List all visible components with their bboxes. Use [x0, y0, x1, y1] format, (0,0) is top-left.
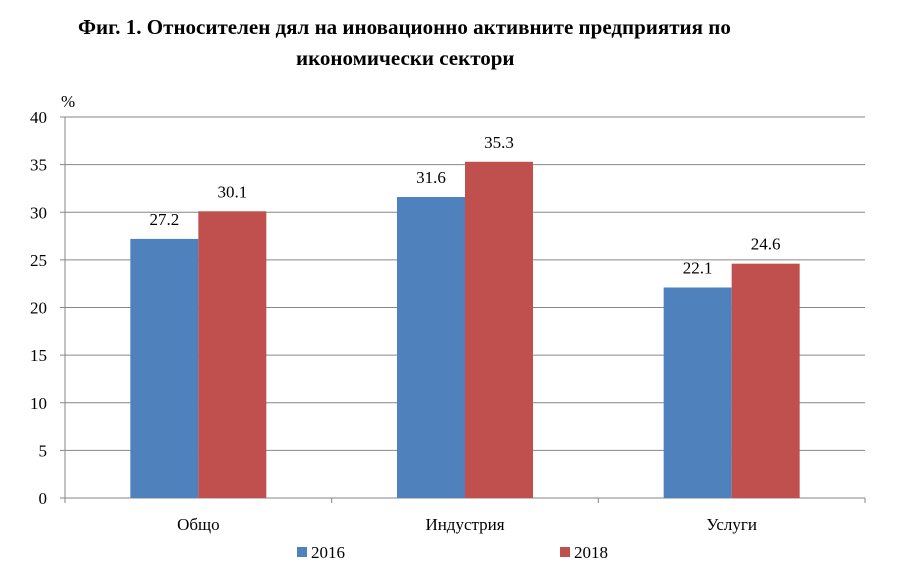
y-tick-label: 15	[30, 346, 47, 365]
y-tick-label: 0	[39, 489, 48, 508]
y-tick-label: 40	[30, 108, 47, 127]
legend-label-2016: 2016	[311, 543, 345, 562]
legend-swatch-2016	[297, 547, 307, 557]
y-tick-label: 35	[30, 156, 47, 175]
data-label: 31.6	[416, 168, 446, 187]
data-label: 27.2	[149, 210, 179, 229]
y-tick-label: 5	[39, 441, 48, 460]
data-label: 22.1	[683, 258, 713, 277]
data-label: 30.1	[217, 182, 247, 201]
category-label: Услуги	[706, 515, 757, 534]
chart-title-line-1: Фиг. 1. Относителен дял на иновационно а…	[78, 15, 731, 39]
data-label: 24.6	[751, 235, 781, 254]
y-tick-label: 25	[30, 251, 47, 270]
bar-2016	[130, 238, 199, 499]
legend-label-2018: 2018	[574, 543, 608, 562]
category-label: Общо	[177, 515, 220, 534]
chart-title-line-2: икономически сектори	[296, 46, 515, 70]
bar-2016	[663, 287, 732, 498]
y-tick-label: 20	[30, 299, 47, 318]
y-tick-label: 10	[30, 394, 47, 413]
bar-2016	[397, 197, 465, 498]
data-label: 35.3	[484, 133, 514, 152]
bar-2018	[731, 263, 800, 498]
bar-2018	[465, 161, 533, 498]
legend-swatch-2018	[560, 547, 570, 557]
bar-2018	[198, 211, 267, 499]
y-tick-label: 30	[30, 203, 47, 222]
y-axis-label: %	[61, 92, 75, 111]
category-label: Индустрия	[425, 515, 504, 534]
